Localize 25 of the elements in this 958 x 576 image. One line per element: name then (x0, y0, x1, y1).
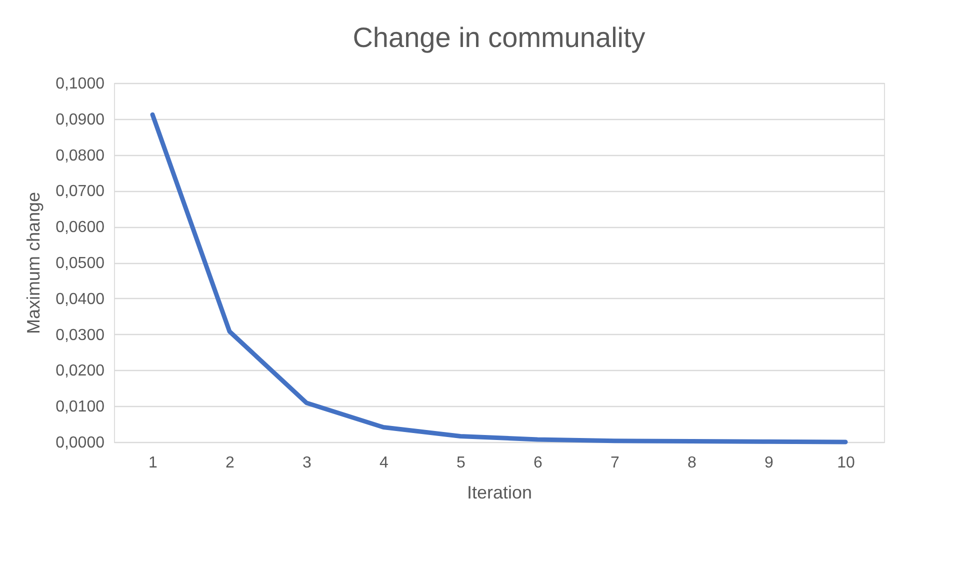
x-axis-title: Iteration (466, 482, 532, 502)
y-tick-label: 0,1000 (56, 76, 105, 92)
y-tick-label: 0,0300 (56, 326, 105, 344)
x-tick-label: 6 (534, 454, 543, 472)
y-tick-label: 0,0500 (56, 255, 105, 272)
y-tick-label: 0,0700 (56, 183, 105, 200)
y-tick-label: 0,0800 (56, 147, 105, 164)
y-tick-label: 0,0600 (56, 219, 105, 236)
x-tick-label: 9 (764, 454, 774, 472)
y-tick-label: 0,0000 (56, 434, 105, 452)
y-tick-label: 0,0900 (56, 111, 105, 128)
x-tick-label: 5 (456, 454, 466, 472)
y-tick-label: 0,0400 (56, 290, 105, 308)
x-tick-label: 10 (837, 454, 855, 472)
y-axis-title: Maximum change (24, 192, 44, 334)
y-tick-label: 0,0100 (56, 398, 105, 416)
x-tick-label: 7 (610, 454, 620, 472)
x-tick-label: 1 (148, 454, 158, 472)
chart-title: Change in communality (352, 22, 646, 53)
x-tick-label: 2 (226, 454, 235, 472)
line-series (150, 112, 848, 444)
y-tick-label: 0,0200 (56, 362, 105, 380)
x-tick-label: 8 (688, 454, 697, 472)
x-tick-label: 4 (380, 454, 389, 472)
x-tick-label: 3 (302, 454, 312, 472)
